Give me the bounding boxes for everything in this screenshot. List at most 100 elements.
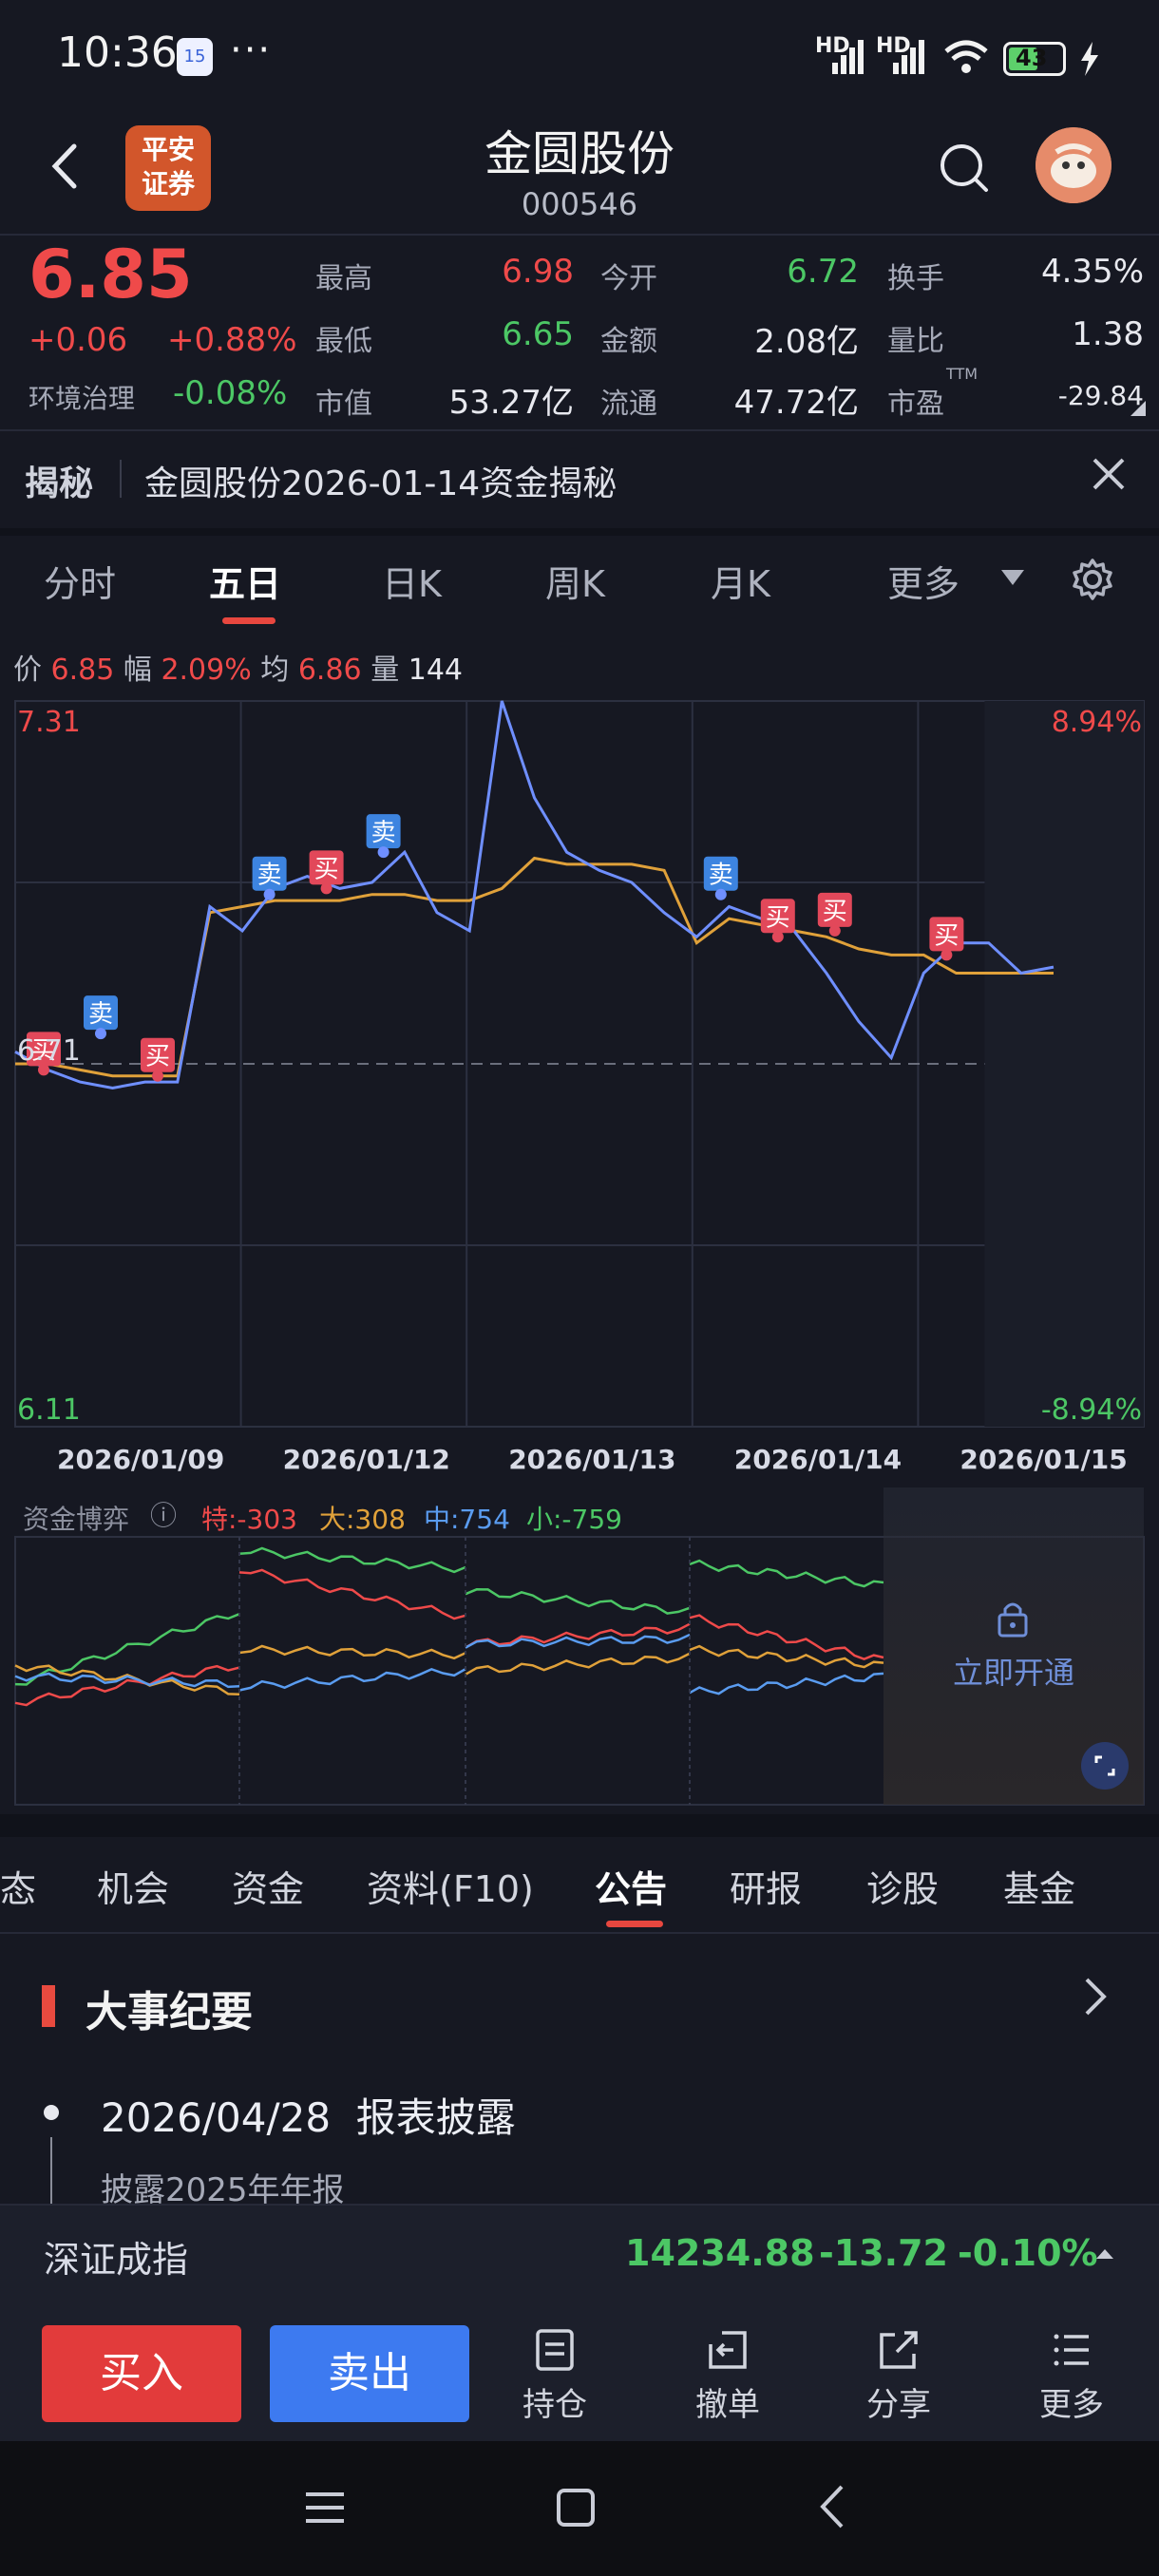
fund-zhong: 中:754: [424, 1504, 510, 1535]
esg-label[interactable]: 环境治理: [28, 383, 136, 414]
caret-up-icon[interactable]: [1094, 2247, 1115, 2261]
signal-hd-label-1: HD: [815, 34, 850, 58]
buy-marker[interactable]: 买: [760, 899, 795, 943]
wifi-icon: [944, 40, 988, 73]
svg-text:买: 买: [31, 1036, 56, 1065]
tab-more[interactable]: 更多: [887, 563, 960, 605]
price-line: [14, 700, 1054, 1090]
sell-marker[interactable]: 卖: [703, 856, 738, 900]
float-value: 47.72亿: [733, 384, 859, 422]
index-change-pct: -0.10%: [958, 2232, 1098, 2274]
tab-funds[interactable]: 资金: [232, 1868, 305, 1910]
pe-value: -29.84: [1057, 380, 1144, 411]
tab-intraday[interactable]: 分时: [44, 563, 117, 605]
svg-text:卖: 卖: [257, 862, 282, 890]
pe-label: 市盈: [887, 388, 944, 421]
buy-marker[interactable]: 买: [817, 892, 852, 937]
more-menu-button[interactable]: 更多: [1015, 2327, 1129, 2425]
buy-marker[interactable]: 买: [929, 917, 964, 961]
info-icon[interactable]: ⓘ: [150, 1500, 178, 1531]
tab-announcements[interactable]: 公告: [595, 1868, 668, 1910]
mktcap-label: 市值: [315, 388, 372, 421]
float-label: 流通: [600, 388, 657, 421]
holdings-button[interactable]: 持仓: [498, 2327, 612, 2425]
svg-text:卖: 卖: [88, 1000, 113, 1029]
turnover-label: 换手: [887, 262, 944, 295]
te-flow-line: [465, 1622, 691, 1649]
xiao-flow-line: [689, 1559, 884, 1588]
tab-research[interactable]: 研报: [730, 1868, 803, 1910]
esg-value[interactable]: -0.08%: [173, 374, 288, 412]
open-value: 6.72: [787, 253, 859, 291]
tab-monthly-k[interactable]: 月K: [711, 563, 770, 605]
reveal-link[interactable]: 金圆股份2026-01-14资金揭秘: [144, 464, 618, 503]
te-flow-line: [238, 1568, 466, 1620]
amount-value: 2.08亿: [754, 323, 859, 361]
home-nav-icon[interactable]: [555, 2487, 597, 2529]
tab-diagnosis[interactable]: 诊股: [866, 1868, 940, 1910]
avatar[interactable]: [1036, 127, 1112, 203]
fund-game-chart: [14, 1536, 1145, 1806]
te-flow-line: [689, 1614, 884, 1661]
share-button[interactable]: 分享: [842, 2327, 956, 2425]
back-button[interactable]: [42, 133, 89, 199]
signal-strength-icon-1: [832, 40, 864, 74]
cancel-order-button[interactable]: 撤单: [671, 2327, 785, 2425]
high-label: 最高: [315, 262, 372, 295]
tab-five-day[interactable]: 五日: [209, 563, 282, 605]
index-ticker-bar[interactable]: [0, 2204, 1159, 2308]
tab-fund[interactable]: 基金: [1003, 1868, 1076, 1910]
sell-marker[interactable]: 卖: [252, 856, 287, 900]
index-name: 深证成指: [44, 2239, 189, 2281]
svg-text:买: 买: [766, 903, 790, 932]
tab-f10[interactable]: 资料(F10): [367, 1868, 534, 1910]
svg-text:卖: 卖: [709, 862, 733, 890]
sell-button[interactable]: 卖出: [270, 2325, 469, 2422]
buy-marker[interactable]: 买: [141, 1037, 175, 1082]
x-tick-label: 2026/01/14: [734, 1444, 902, 1475]
buy-marker[interactable]: 买: [309, 850, 344, 895]
y-min-label: 6.11: [17, 1393, 81, 1427]
svg-text:买: 买: [145, 1043, 170, 1071]
menu-list-icon: [1054, 2334, 1089, 2366]
vol-ratio-value: 1.38: [1072, 315, 1144, 353]
reveal-label: 揭秘: [25, 464, 94, 503]
search-icon[interactable]: [935, 139, 992, 196]
menu-nav-icon[interactable]: [304, 2487, 346, 2529]
chevron-right-icon[interactable]: [1079, 1974, 1112, 2019]
sell-marker[interactable]: 卖: [84, 995, 118, 1040]
buy-button[interactable]: 买入: [42, 2325, 241, 2422]
open-label: 今开: [600, 262, 657, 295]
tab-opportunity[interactable]: 机会: [97, 1868, 170, 1910]
low-label: 最低: [315, 325, 372, 358]
event-item[interactable]: 2026/04/28 报表披露: [101, 2094, 516, 2141]
expand-button[interactable]: [1081, 1742, 1129, 1790]
event-section-title: 大事纪要: [86, 1988, 253, 2036]
buy-marker[interactable]: 买: [27, 1032, 61, 1076]
corner-triangle-icon: [1130, 401, 1146, 416]
more-notifications-icon: ···: [230, 28, 273, 72]
chevron-down-icon[interactable]: [999, 568, 1026, 587]
da-flow-line: [465, 1652, 691, 1676]
zhong-flow-line: [689, 1672, 884, 1695]
fund-chart-frame: [14, 1536, 1145, 1806]
tab-daily-k[interactable]: 日K: [382, 563, 442, 605]
lock-icon: [998, 1602, 1028, 1638]
fund-xiao: 小:-759: [526, 1504, 622, 1535]
stock-code: 000546: [521, 186, 638, 222]
status-bar: 10:36 15 ··· HD HD 43: [0, 0, 1159, 114]
sell-marker[interactable]: 卖: [366, 814, 401, 859]
expand-icon: [1094, 1755, 1115, 1776]
tab-dynamics[interactable]: 态: [0, 1868, 37, 1910]
signal-hd-label-2: HD: [876, 34, 911, 58]
tab-weekly-k[interactable]: 周K: [545, 563, 605, 605]
unlock-button[interactable]: 立即开通: [952, 1655, 1074, 1691]
broker-logo[interactable]: 平安 证券: [125, 125, 211, 211]
fund-te: 特:-303: [201, 1504, 297, 1535]
close-icon[interactable]: [1089, 454, 1129, 494]
settings-gear-icon[interactable]: [1070, 557, 1115, 602]
prev-close-label: 6.71: [17, 1034, 81, 1068]
amount-label: 金额: [600, 325, 657, 358]
back-nav-icon[interactable]: [813, 2483, 851, 2530]
